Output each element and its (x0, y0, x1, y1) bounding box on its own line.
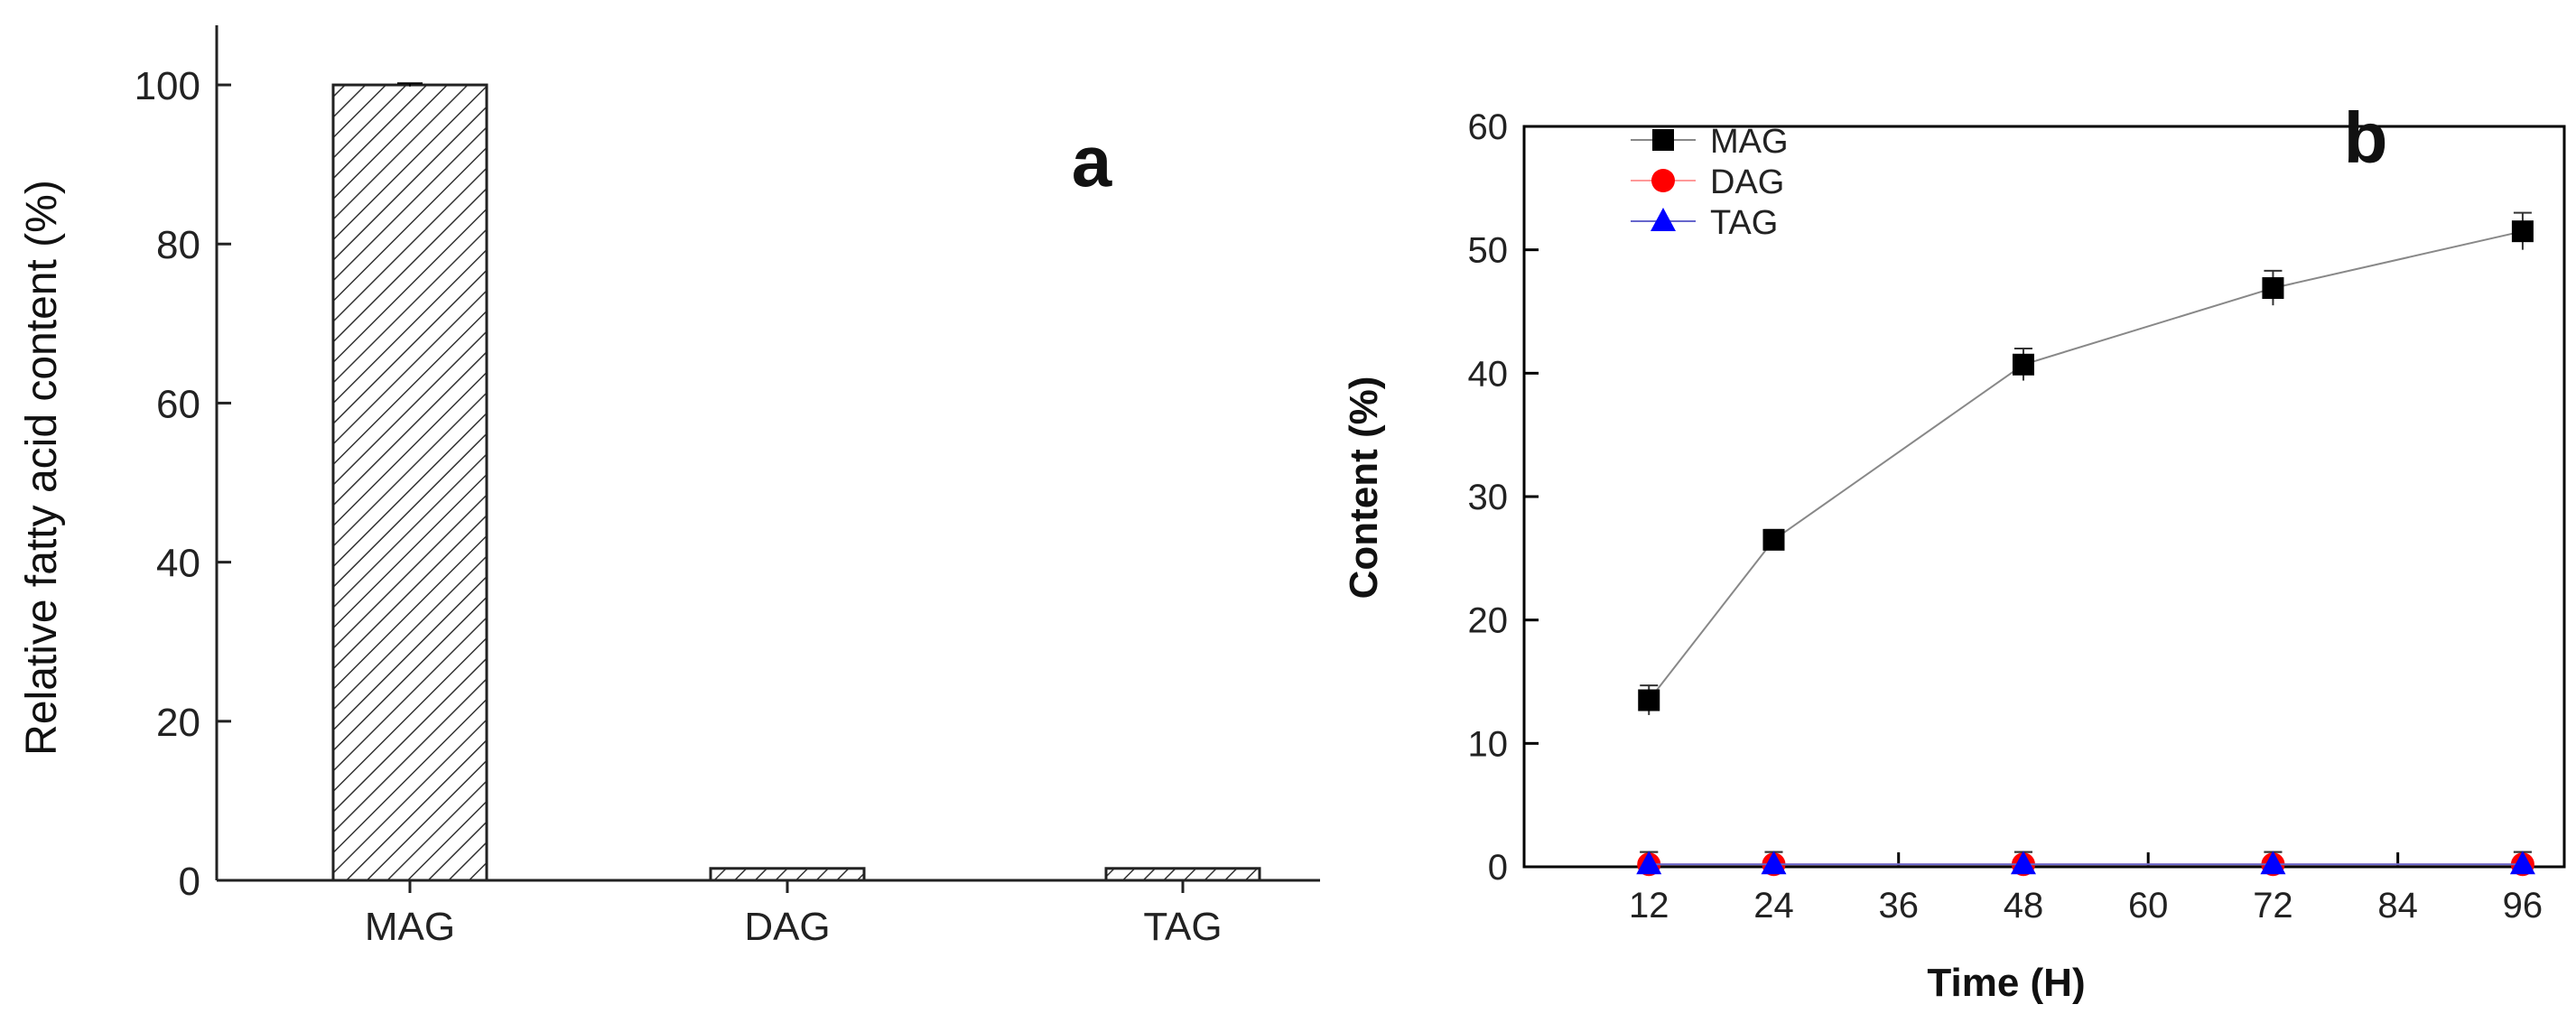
legend-marker-mag (1652, 129, 1674, 151)
panel-a-y-tick-label: 20 (156, 701, 200, 745)
bar-mag (331, 83, 488, 882)
panel-b-x-tick-label: 84 (2377, 886, 2418, 925)
panel-b-y-tick-label: 20 (1468, 601, 1509, 641)
panel-a-y-tick-label: 100 (135, 64, 200, 108)
panel-a-y-tick-label: 80 (156, 223, 200, 267)
panel-a-y-axis: 0 20 40 60 80 100 (135, 25, 1320, 904)
point-mag-72 (2262, 277, 2284, 300)
legend-label-tag: TAG (1710, 204, 1778, 242)
panel-b-series (1636, 211, 2535, 877)
panel-a-y-tick-label: 40 (156, 542, 200, 586)
legend-label-mag: MAG (1710, 123, 1789, 161)
panel-b-x-tick-label: 72 (2253, 886, 2293, 925)
panel-b-y-axis-title: Content (%) (1342, 377, 1386, 600)
legend-marker-tag (1651, 208, 1676, 231)
panel-b-x-tick-label: 12 (1629, 886, 1669, 925)
point-mag-96 (2511, 220, 2534, 243)
panel-b-y-tick-label: 50 (1468, 231, 1509, 271)
panel-a-x-axis: MAG DAG TAG (365, 880, 1223, 949)
point-mag-48 (2012, 353, 2034, 376)
panel-a-label: a (1072, 121, 1112, 201)
point-tag-12 (1636, 851, 1662, 875)
panel-b-y-tick-label: 40 (1468, 354, 1509, 394)
panel-b-frame (1522, 125, 2566, 869)
point-mag-12 (1638, 689, 1660, 711)
panel-a-y-axis-title: Relative fatty acid content (%) (18, 180, 66, 756)
point-tag-96 (2509, 851, 2535, 875)
panel-b-x-tick-label: 96 (2503, 886, 2543, 925)
panel-b-axes: 0 10 20 30 40 50 60 12 24 36 48 60 72 84 96 (1468, 107, 2566, 925)
point-tag-72 (2260, 851, 2286, 875)
panel-b-x-tick-label: 48 (2004, 886, 2044, 925)
panel-b-y-tick-label: 0 (1488, 848, 1508, 888)
panel-b-y-tick-label: 30 (1468, 478, 1509, 517)
panel-b-x-axis-title: Time (H) (1927, 961, 2085, 1005)
point-tag-24 (1761, 851, 1787, 875)
panel-a-bar-chart: 0 20 40 60 80 100 MAG DAG TAG Relative fatty ac… (18, 25, 1320, 949)
point-mag-24 (1762, 528, 1785, 551)
bar-tag (1104, 867, 1261, 882)
point-tag-48 (2010, 851, 2036, 875)
panel-a-x-tick-label: DAG (744, 905, 830, 949)
panel-b-x-tick-label: 24 (1753, 886, 1794, 925)
panel-a-bars (331, 82, 1261, 882)
panel-a-y-tick-label: 60 (156, 382, 200, 426)
panel-a-x-tick-label: TAG (1143, 905, 1222, 949)
panel-b-x-tick-label: 60 (2128, 886, 2169, 925)
panel-b-y-tick-label: 10 (1468, 724, 1509, 764)
series-line-mag (1648, 230, 2524, 702)
legend-label-dag: DAG (1710, 163, 1784, 201)
panel-a-y-tick-label: 0 (179, 860, 200, 904)
panel-b-x-tick-label: 36 (1878, 886, 1919, 925)
panel-a-x-tick-label: MAG (365, 905, 455, 949)
bar-dag (709, 867, 866, 882)
panel-b-label: b (2344, 98, 2388, 178)
legend-marker-dag (1651, 169, 1675, 192)
panel-b-y-tick-label: 60 (1468, 107, 1509, 147)
